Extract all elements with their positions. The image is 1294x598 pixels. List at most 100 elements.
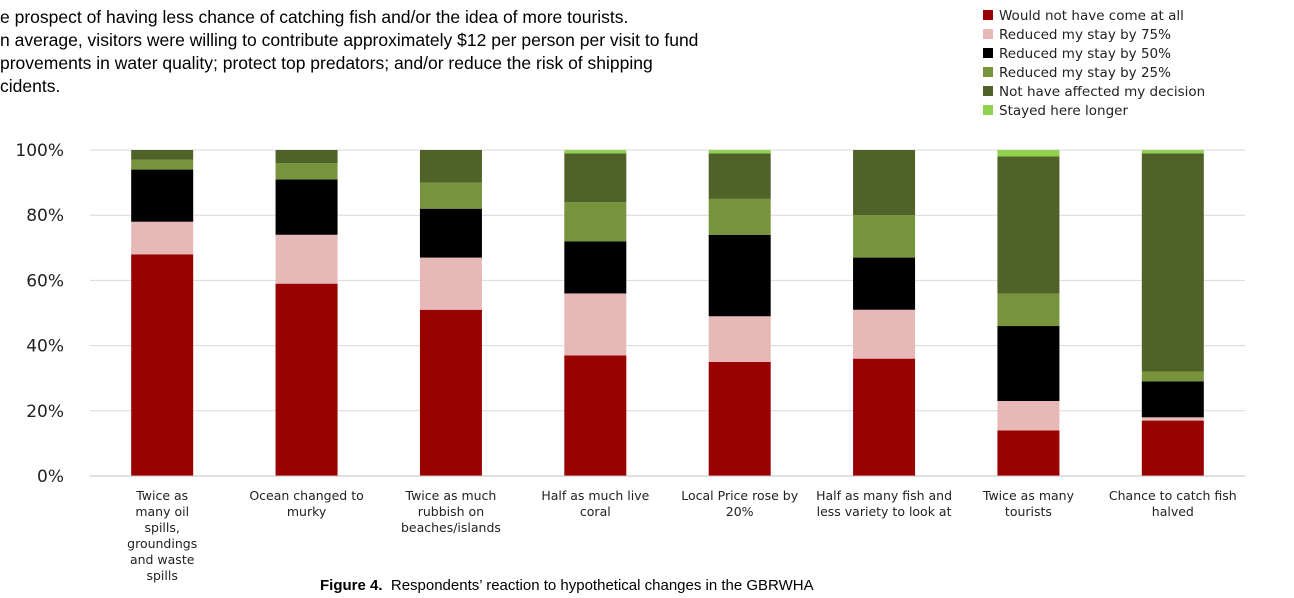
legend-label: Not have affected my decision bbox=[999, 84, 1205, 100]
legend-label: Would not have come at all bbox=[999, 8, 1184, 24]
bars bbox=[131, 150, 1204, 476]
bar-segment bbox=[997, 326, 1060, 402]
legend: Would not have come at all Reduced my sta… bbox=[983, 8, 1205, 119]
bar-segment bbox=[275, 234, 338, 284]
x-category-label-line: many oil bbox=[135, 504, 189, 519]
intro-line: e prospect of having less chance of catc… bbox=[0, 7, 629, 27]
bar-segment bbox=[708, 361, 771, 476]
bar-segment bbox=[564, 355, 627, 476]
x-category-label: Half as much live coral bbox=[541, 488, 649, 519]
x-category-label: Twice as many tourists bbox=[982, 488, 1075, 519]
bar-segment bbox=[275, 150, 338, 164]
bar-segment bbox=[131, 169, 194, 222]
gridlines bbox=[90, 149, 1245, 412]
bar-segment bbox=[853, 215, 916, 258]
bar-segment bbox=[708, 234, 771, 317]
bar-segment bbox=[997, 150, 1060, 157]
x-category-label: Twice as many oil spills, groundings and was… bbox=[127, 488, 197, 583]
x-category-label-line: Ocean changed to bbox=[249, 488, 363, 503]
x-category-label-line: halved bbox=[1152, 504, 1194, 519]
x-axis: Twice as many oil spills, groundings and was… bbox=[90, 475, 1245, 583]
y-tick-label: 60% bbox=[26, 271, 64, 291]
bar-segment bbox=[1141, 417, 1204, 421]
legend-swatch bbox=[983, 48, 993, 58]
legend-swatch bbox=[983, 29, 993, 39]
bar-segment bbox=[131, 150, 194, 160]
x-category-label-line: tourists bbox=[1005, 504, 1052, 519]
y-axis: 0% 20% 40% 60% 80% 100% bbox=[15, 141, 64, 487]
bar-segment bbox=[419, 309, 482, 476]
x-category-label: Ocean changed to murky bbox=[249, 488, 363, 519]
y-tick-label: 40% bbox=[26, 337, 64, 357]
x-category-label: Chance to catch fish halved bbox=[1109, 488, 1237, 519]
bar-segment bbox=[997, 401, 1060, 431]
bar-segment bbox=[708, 198, 771, 235]
x-category-label-line: less variety to look at bbox=[817, 504, 952, 519]
bar-segment bbox=[853, 257, 916, 310]
legend-label: Reduced my stay by 25% bbox=[999, 65, 1171, 81]
x-category-label-line: 20% bbox=[726, 504, 754, 519]
bar-segment bbox=[275, 179, 338, 235]
x-category-label-line: spills, bbox=[145, 520, 180, 535]
x-category-label-line: Twice as much bbox=[405, 488, 497, 503]
bar-segment bbox=[1141, 420, 1204, 476]
caption-text: Respondents’ reaction to hypothetical ch… bbox=[390, 577, 814, 594]
legend-swatch bbox=[983, 10, 993, 20]
x-category-label-line: spills bbox=[146, 568, 177, 583]
bar-segment bbox=[1141, 371, 1204, 382]
y-tick-label: 100% bbox=[15, 141, 64, 161]
bar-segment bbox=[564, 202, 627, 242]
legend-swatch bbox=[983, 67, 993, 77]
caption-label: Figure 4. bbox=[320, 577, 383, 594]
x-category-label-line: Twice as many bbox=[982, 488, 1075, 503]
x-category-label-line: rubbish on bbox=[418, 504, 484, 519]
intro-line: cidents. bbox=[0, 76, 61, 96]
bar-segment bbox=[564, 150, 627, 154]
x-category-label-line: and waste bbox=[130, 552, 195, 567]
bar-segment bbox=[131, 221, 194, 255]
legend-label: Reduced my stay by 50% bbox=[999, 46, 1171, 62]
x-category-label-line: beaches/islands bbox=[401, 520, 501, 535]
bar-segment bbox=[419, 208, 482, 258]
bar-segment bbox=[275, 283, 338, 476]
bar-segment bbox=[853, 309, 916, 359]
bar-segment bbox=[419, 257, 482, 310]
x-category-label: Local Price rose by 20% bbox=[681, 488, 798, 519]
x-category-label: Twice as much rubbish on beaches/islands bbox=[401, 488, 501, 535]
bar-segment bbox=[1141, 381, 1204, 418]
x-category-label-line: Twice as bbox=[135, 488, 188, 503]
bar-segment bbox=[419, 182, 482, 209]
legend-swatch bbox=[983, 86, 993, 96]
bar-segment bbox=[853, 150, 916, 216]
x-category-label-line: murky bbox=[287, 504, 327, 519]
bar-segment bbox=[708, 316, 771, 362]
legend-swatch bbox=[983, 105, 993, 115]
bar-segment bbox=[419, 150, 482, 183]
bar-segment bbox=[564, 293, 627, 356]
bar-segment bbox=[275, 163, 338, 180]
bar-segment bbox=[853, 358, 916, 476]
bar-segment bbox=[564, 153, 627, 203]
legend-label: Reduced my stay by 75% bbox=[999, 27, 1171, 43]
bar-segment bbox=[1141, 150, 1204, 154]
bar-segment bbox=[997, 430, 1060, 476]
bar-segment bbox=[708, 153, 771, 199]
intro-line: n average, visitors were willing to cont… bbox=[0, 30, 699, 50]
y-tick-label: 20% bbox=[26, 402, 64, 422]
x-category-label-line: Half as many fish and bbox=[816, 488, 952, 503]
intro-text: e prospect of having less chance of catc… bbox=[0, 6, 960, 98]
bar-segment bbox=[131, 159, 194, 170]
x-category-label-line: coral bbox=[580, 504, 611, 519]
x-category-label-line: Half as much live bbox=[541, 488, 649, 503]
x-category-label-line: groundings bbox=[127, 536, 197, 551]
bar-segment bbox=[708, 150, 771, 154]
figure-caption: Figure 4. Respondents’ reaction to hypot… bbox=[320, 577, 814, 594]
bar-segment bbox=[997, 156, 1060, 294]
bar-segment bbox=[564, 241, 627, 294]
intro-line: provements in water quality; protect top… bbox=[0, 53, 653, 73]
bar-segment bbox=[131, 254, 194, 476]
x-category-label-line: Chance to catch fish bbox=[1109, 488, 1237, 503]
x-category-label-line: Local Price rose by bbox=[681, 488, 798, 503]
bar-segment bbox=[997, 293, 1060, 327]
